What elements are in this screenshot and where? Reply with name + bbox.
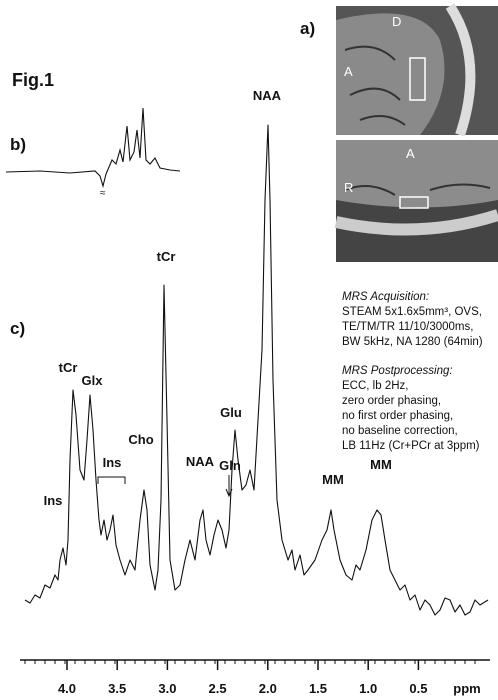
bracket	[97, 476, 126, 484]
skull	[334, 209, 498, 236]
note-line: LB 11Hz (Cr+PCr at 3ppm)	[342, 440, 480, 452]
peak-label: Ins	[44, 493, 63, 508]
sulci	[344, 183, 491, 196]
peak-label: Glx	[82, 373, 104, 388]
tick-label: 3.5	[108, 681, 126, 696]
sulci	[344, 45, 406, 126]
tick-label: 3.0	[158, 681, 176, 696]
mri-bottom: A R	[334, 140, 498, 262]
peak-label: NAA	[253, 88, 282, 103]
skull	[445, 3, 476, 137]
peak-label: Ins	[103, 455, 122, 470]
note-line: zero order phasing,	[342, 395, 441, 407]
tissue	[336, 140, 498, 208]
note-line: no baseline correction,	[342, 425, 458, 437]
spectrum	[24, 124, 489, 616]
tissue	[336, 13, 445, 135]
figure-label: Fig.1	[12, 70, 54, 90]
tick-label: 2.5	[209, 681, 227, 696]
panel-label: a)	[300, 19, 315, 38]
peak-label: Gln	[219, 458, 241, 473]
peak-label: tCr	[157, 249, 176, 264]
peak-label: tCr	[59, 360, 78, 375]
orientation-label: R	[344, 180, 353, 195]
mri-top: D A	[336, 3, 498, 137]
voxel	[399, 196, 429, 209]
peak-label: MM	[370, 457, 392, 472]
note-line: BW 5kHz, NA 1280 (64min)	[342, 336, 483, 348]
note-line: TE/TM/TR 11/10/3000ms,	[342, 321, 473, 333]
orientation-label: D	[392, 14, 401, 29]
orientation-label: A	[344, 64, 353, 79]
inset-spectrum	[5, 107, 181, 189]
note-title: MRS Postprocessing:	[342, 365, 453, 377]
arrow	[225, 475, 233, 498]
axis-unit: ppm	[453, 681, 480, 696]
voxel	[409, 57, 426, 101]
peak-label: MM	[322, 472, 344, 487]
tick-label: 2.0	[259, 681, 277, 696]
tick-label: 0.5	[409, 681, 427, 696]
notes: MRS Acquisition: STEAM 5x1.6x5mm³, OVS, …	[342, 291, 483, 452]
peak-label: Cho	[128, 432, 153, 447]
tick-label: 1.0	[359, 681, 377, 696]
panel-label: b)	[10, 135, 26, 154]
panel-label: c)	[10, 319, 25, 338]
symbol: ≈	[100, 188, 106, 199]
note-title: MRS Acquisition:	[342, 291, 429, 303]
tick-label: 1.5	[309, 681, 327, 696]
note-line: STEAM 5x1.6x5mm³, OVS,	[342, 306, 482, 318]
peak-label: Glu	[220, 405, 242, 420]
note-line: no first order phasing,	[342, 410, 453, 422]
note-line: ECC, lb 2Hz,	[342, 380, 408, 392]
tick-label: 4.0	[58, 681, 76, 696]
orientation-label: A	[406, 146, 415, 161]
peak-label: NAA	[186, 454, 215, 469]
x-axis: ppm 4.0 3.5 3.0 2.5 2.0 1.5 1.0 0.5	[20, 659, 490, 696]
